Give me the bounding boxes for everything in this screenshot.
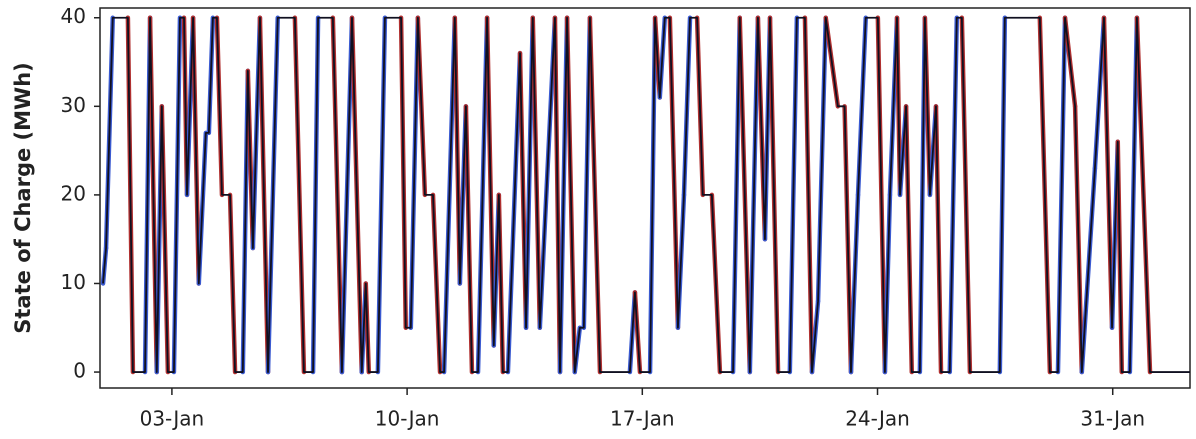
y-tick-label: 10: [61, 270, 86, 294]
x-tick-label: 24-Jan: [845, 407, 910, 431]
y-tick-label: 0: [73, 359, 86, 383]
y-axis-label: State of Charge (MWh): [11, 62, 35, 333]
x-tick-label: 17-Jan: [610, 407, 675, 431]
line: [102, 16, 1190, 373]
y-tick-label: 20: [61, 181, 86, 205]
plot-frame: [99, 7, 1191, 389]
y-tick-label: 40: [61, 4, 86, 28]
y-tick-label: 30: [61, 93, 86, 117]
x-tick-label: 03-Jan: [140, 407, 205, 431]
x-tick-label: 31-Jan: [1080, 407, 1145, 431]
x-tick-label: 10-Jan: [375, 407, 440, 431]
